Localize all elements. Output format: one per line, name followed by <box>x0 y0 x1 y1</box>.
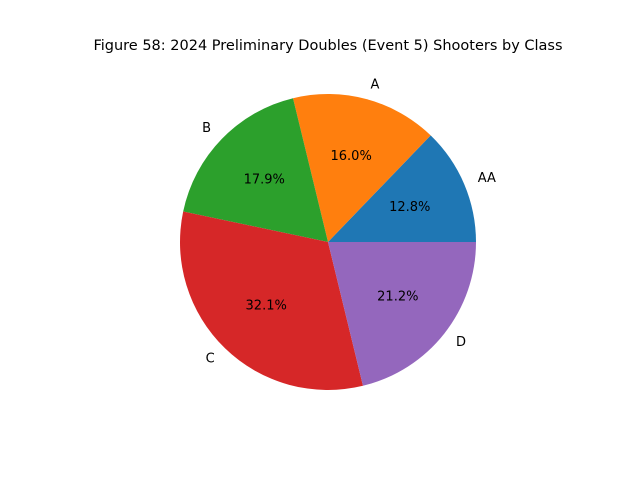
slice-percent-c: 32.1% <box>246 298 287 313</box>
pie-slice-c <box>179 211 363 390</box>
pie-slice-aa <box>328 135 476 242</box>
slice-percent-aa: 12.8% <box>389 200 430 215</box>
slice-label-d: D <box>456 335 466 350</box>
pie-slice-d <box>328 242 476 386</box>
pie-labels: AA 12.8% A 16.0% B 17.9% C 32.1% D 21.2% <box>202 77 496 366</box>
slice-label-c: C <box>206 351 215 366</box>
pie-slice-a <box>293 94 431 242</box>
chart-title: Figure 58: 2024 Preliminary Doubles (Eve… <box>93 38 562 54</box>
slice-label-a: A <box>370 77 379 92</box>
pie-slice-b <box>183 98 328 242</box>
slice-percent-b: 17.9% <box>244 173 285 188</box>
slice-label-b: B <box>202 121 211 136</box>
pie-slices <box>179 94 476 390</box>
slice-percent-a: 16.0% <box>331 149 372 164</box>
slice-percent-d: 21.2% <box>377 289 418 304</box>
slice-label-aa: AA <box>478 171 496 186</box>
